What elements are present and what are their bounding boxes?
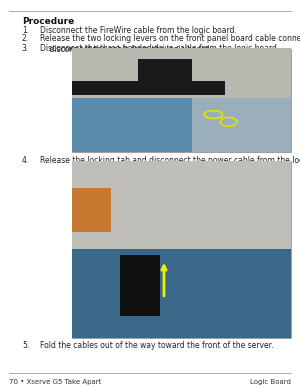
Bar bbox=[72, 187, 111, 232]
Text: Logic Board: Logic Board bbox=[250, 379, 291, 385]
Text: 3.: 3. bbox=[22, 44, 29, 53]
Text: Disconnect the FireWire cable from the logic board.: Disconnect the FireWire cable from the l… bbox=[40, 26, 237, 35]
Bar bbox=[120, 255, 160, 316]
Text: Procedure: Procedure bbox=[22, 17, 74, 26]
Bar bbox=[138, 59, 193, 88]
Text: Release the locking tab and disconnect the power cable from the logic board.: Release the locking tab and disconnect t… bbox=[40, 156, 300, 165]
Text: Fold the cables out of the way toward the front of the server.: Fold the cables out of the way toward th… bbox=[40, 341, 274, 350]
Bar bbox=[72, 99, 193, 152]
Text: 1.: 1. bbox=[22, 26, 29, 35]
Text: 4.: 4. bbox=[22, 156, 29, 165]
Text: 5.: 5. bbox=[22, 341, 29, 350]
Text: 2.: 2. bbox=[22, 34, 29, 43]
Bar bbox=[72, 86, 225, 91]
Bar bbox=[72, 48, 291, 99]
Text: 70 • Xserve G5 Take Apart: 70 • Xserve G5 Take Apart bbox=[9, 379, 101, 385]
Bar bbox=[72, 161, 291, 338]
Bar bbox=[72, 161, 291, 249]
Bar bbox=[72, 249, 291, 338]
Bar bbox=[72, 90, 225, 95]
Text: Release the two locking levers on the front panel board cable connector and
    : Release the two locking levers on the fr… bbox=[40, 34, 300, 54]
Bar bbox=[72, 48, 291, 152]
Bar bbox=[72, 81, 225, 86]
Text: Disconnect the three-headed drive cable from the logic board.: Disconnect the three-headed drive cable … bbox=[40, 44, 280, 53]
